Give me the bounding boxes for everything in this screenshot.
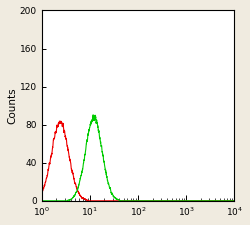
- Y-axis label: Counts: Counts: [7, 87, 17, 124]
